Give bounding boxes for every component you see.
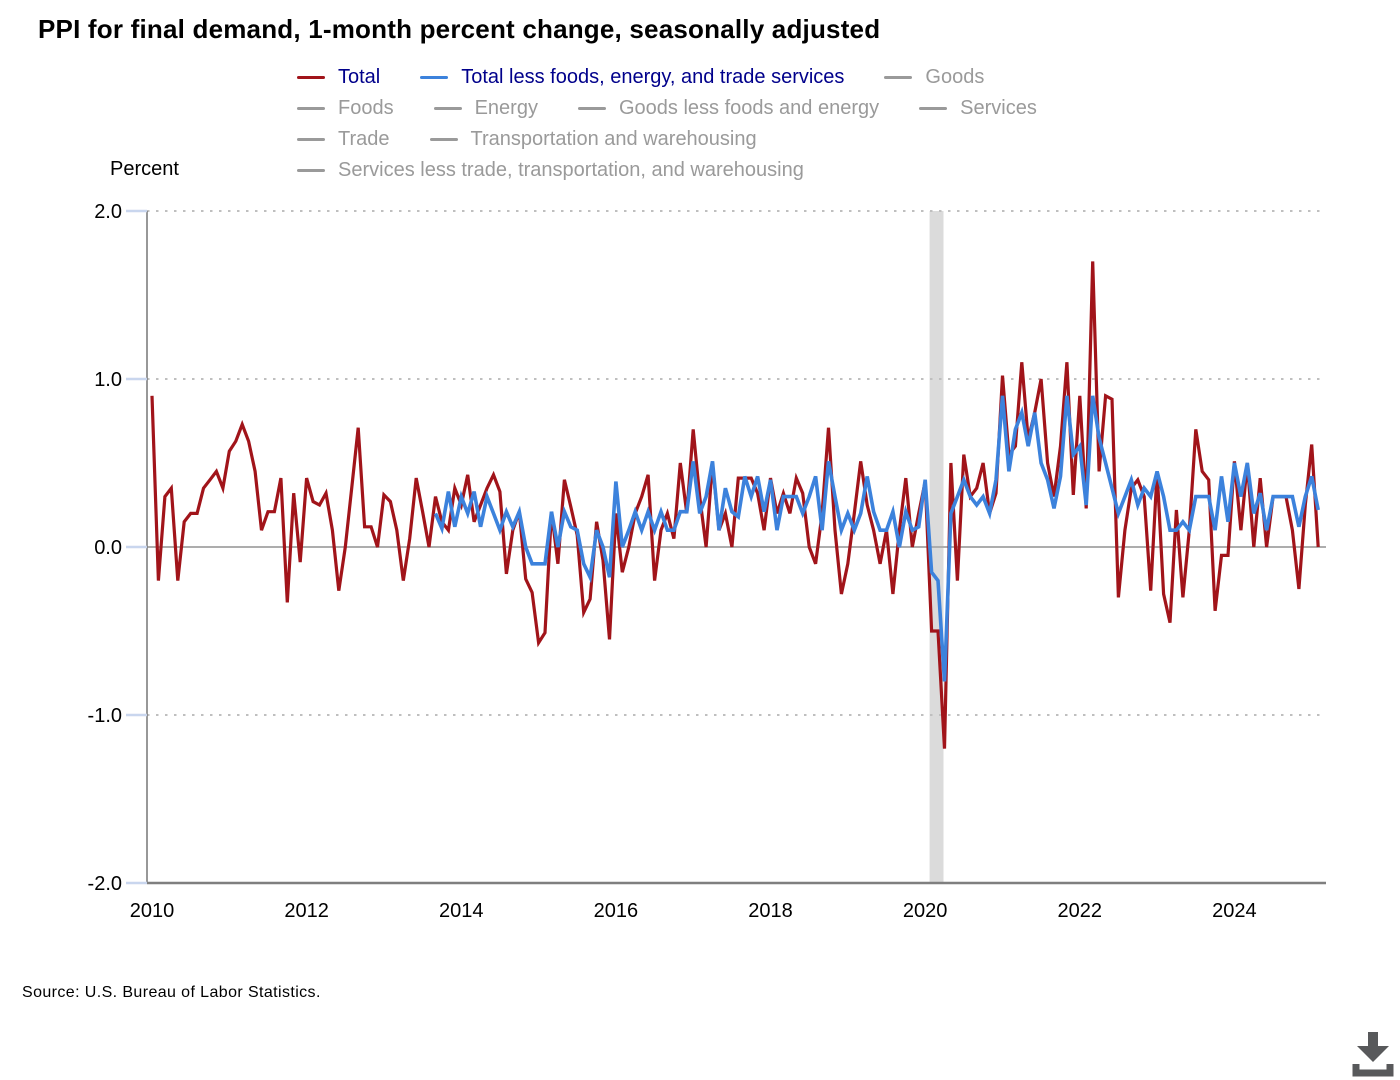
legend-label: Energy [474, 97, 538, 119]
legend-row: Foods Energy Goods less foods and energy Se… [297, 97, 1157, 120]
download-icon [1352, 1032, 1394, 1077]
series-line-total[interactable] [150, 261, 1320, 749]
legend-item-services-less-trade-transportation-and-w[interactable]: Services less trade, transportation, and… [297, 159, 804, 182]
legend-item-energy[interactable]: Energy [433, 97, 538, 120]
legend-label: Services [960, 97, 1037, 119]
chart-title: PPI for final demand, 1-month percent ch… [38, 14, 881, 44]
x-tick-label: 2012 [284, 900, 329, 922]
y-tick-label: 2.0 [94, 201, 122, 223]
legend-item-goods-less-foods-and-energy[interactable]: Goods less foods and energy [577, 97, 880, 120]
y-tick-label: -2.0 [88, 873, 122, 895]
legend-item-transportation-and-warehousing[interactable]: Transportation and warehousing [429, 128, 757, 151]
legend-swatch-line-icon [297, 107, 325, 110]
legend-swatch-line-icon [297, 138, 325, 141]
legend-label: Goods [925, 66, 985, 88]
legend-label: Trade [338, 128, 390, 150]
x-tick-label: 2018 [748, 900, 793, 922]
chart-legend: Total Total less foods, energy, and trade… [297, 66, 1157, 190]
legend-swatch-line-icon [297, 76, 325, 79]
y-tick-label: -1.0 [88, 705, 122, 727]
legend-row: Total Total less foods, energy, and trade… [297, 66, 1157, 89]
legend-label: Total [338, 66, 381, 88]
legend-swatch-line-icon [433, 107, 462, 110]
x-tick-label: 2014 [439, 900, 484, 922]
y-tick-label: 0.0 [94, 537, 122, 559]
chart-canvas: 2.0 1.0 0.0 -1.0 -2.0 2010 2012 2014 2016 2018 202… [88, 201, 1326, 922]
legend-item-foods[interactable]: Foods [297, 97, 394, 120]
legend-swatch-line-icon [429, 138, 458, 141]
legend-item-trade[interactable]: Trade [297, 128, 390, 151]
legend-item-total[interactable]: Total [297, 66, 380, 89]
legend-swatch-line-icon [420, 76, 449, 79]
chart-area: 2.0 1.0 0.0 -1.0 -2.0 2010 2012 2014 2016 2018 202… [0, 195, 1400, 940]
x-tick-label: 2020 [903, 900, 948, 922]
legend-swatch-line-icon [297, 169, 325, 172]
x-tick-label: 2010 [130, 900, 175, 922]
download-button[interactable] [1348, 1026, 1398, 1078]
legend-swatch-line-icon [919, 107, 948, 110]
legend-swatch-line-icon [577, 107, 606, 110]
x-tick-label: 2022 [1058, 900, 1103, 922]
legend-swatch-line-icon [884, 76, 913, 79]
source-attribution: Source: U.S. Bureau of Labor Statistics. [22, 984, 321, 1001]
x-tick-label: 2016 [594, 900, 639, 922]
legend-label: Total less foods, energy, and trade serv… [461, 66, 845, 88]
legend-row: Trade Transportation and warehousing [297, 128, 1157, 151]
legend-label: Transportation and warehousing [470, 128, 757, 150]
x-tick-label: 2024 [1212, 900, 1257, 922]
legend-item-goods[interactable]: Goods [884, 66, 984, 89]
legend-item-services[interactable]: Services [919, 97, 1037, 120]
y-tick-label: 1.0 [94, 369, 122, 391]
legend-label: Goods less foods and energy [618, 97, 880, 119]
legend-item-total-less-foods-energy-and-trade-servic[interactable]: Total less foods, energy, and trade serv… [420, 66, 844, 89]
y-axis-title: Percent [110, 158, 179, 180]
legend-label: Foods [338, 97, 394, 119]
series-line-total-less-foods-energy-and-trade-servic[interactable] [433, 395, 1320, 682]
legend-label: Services less trade, transportation, and… [338, 159, 804, 181]
legend-row: Services less trade, transportation, and… [297, 159, 1157, 182]
